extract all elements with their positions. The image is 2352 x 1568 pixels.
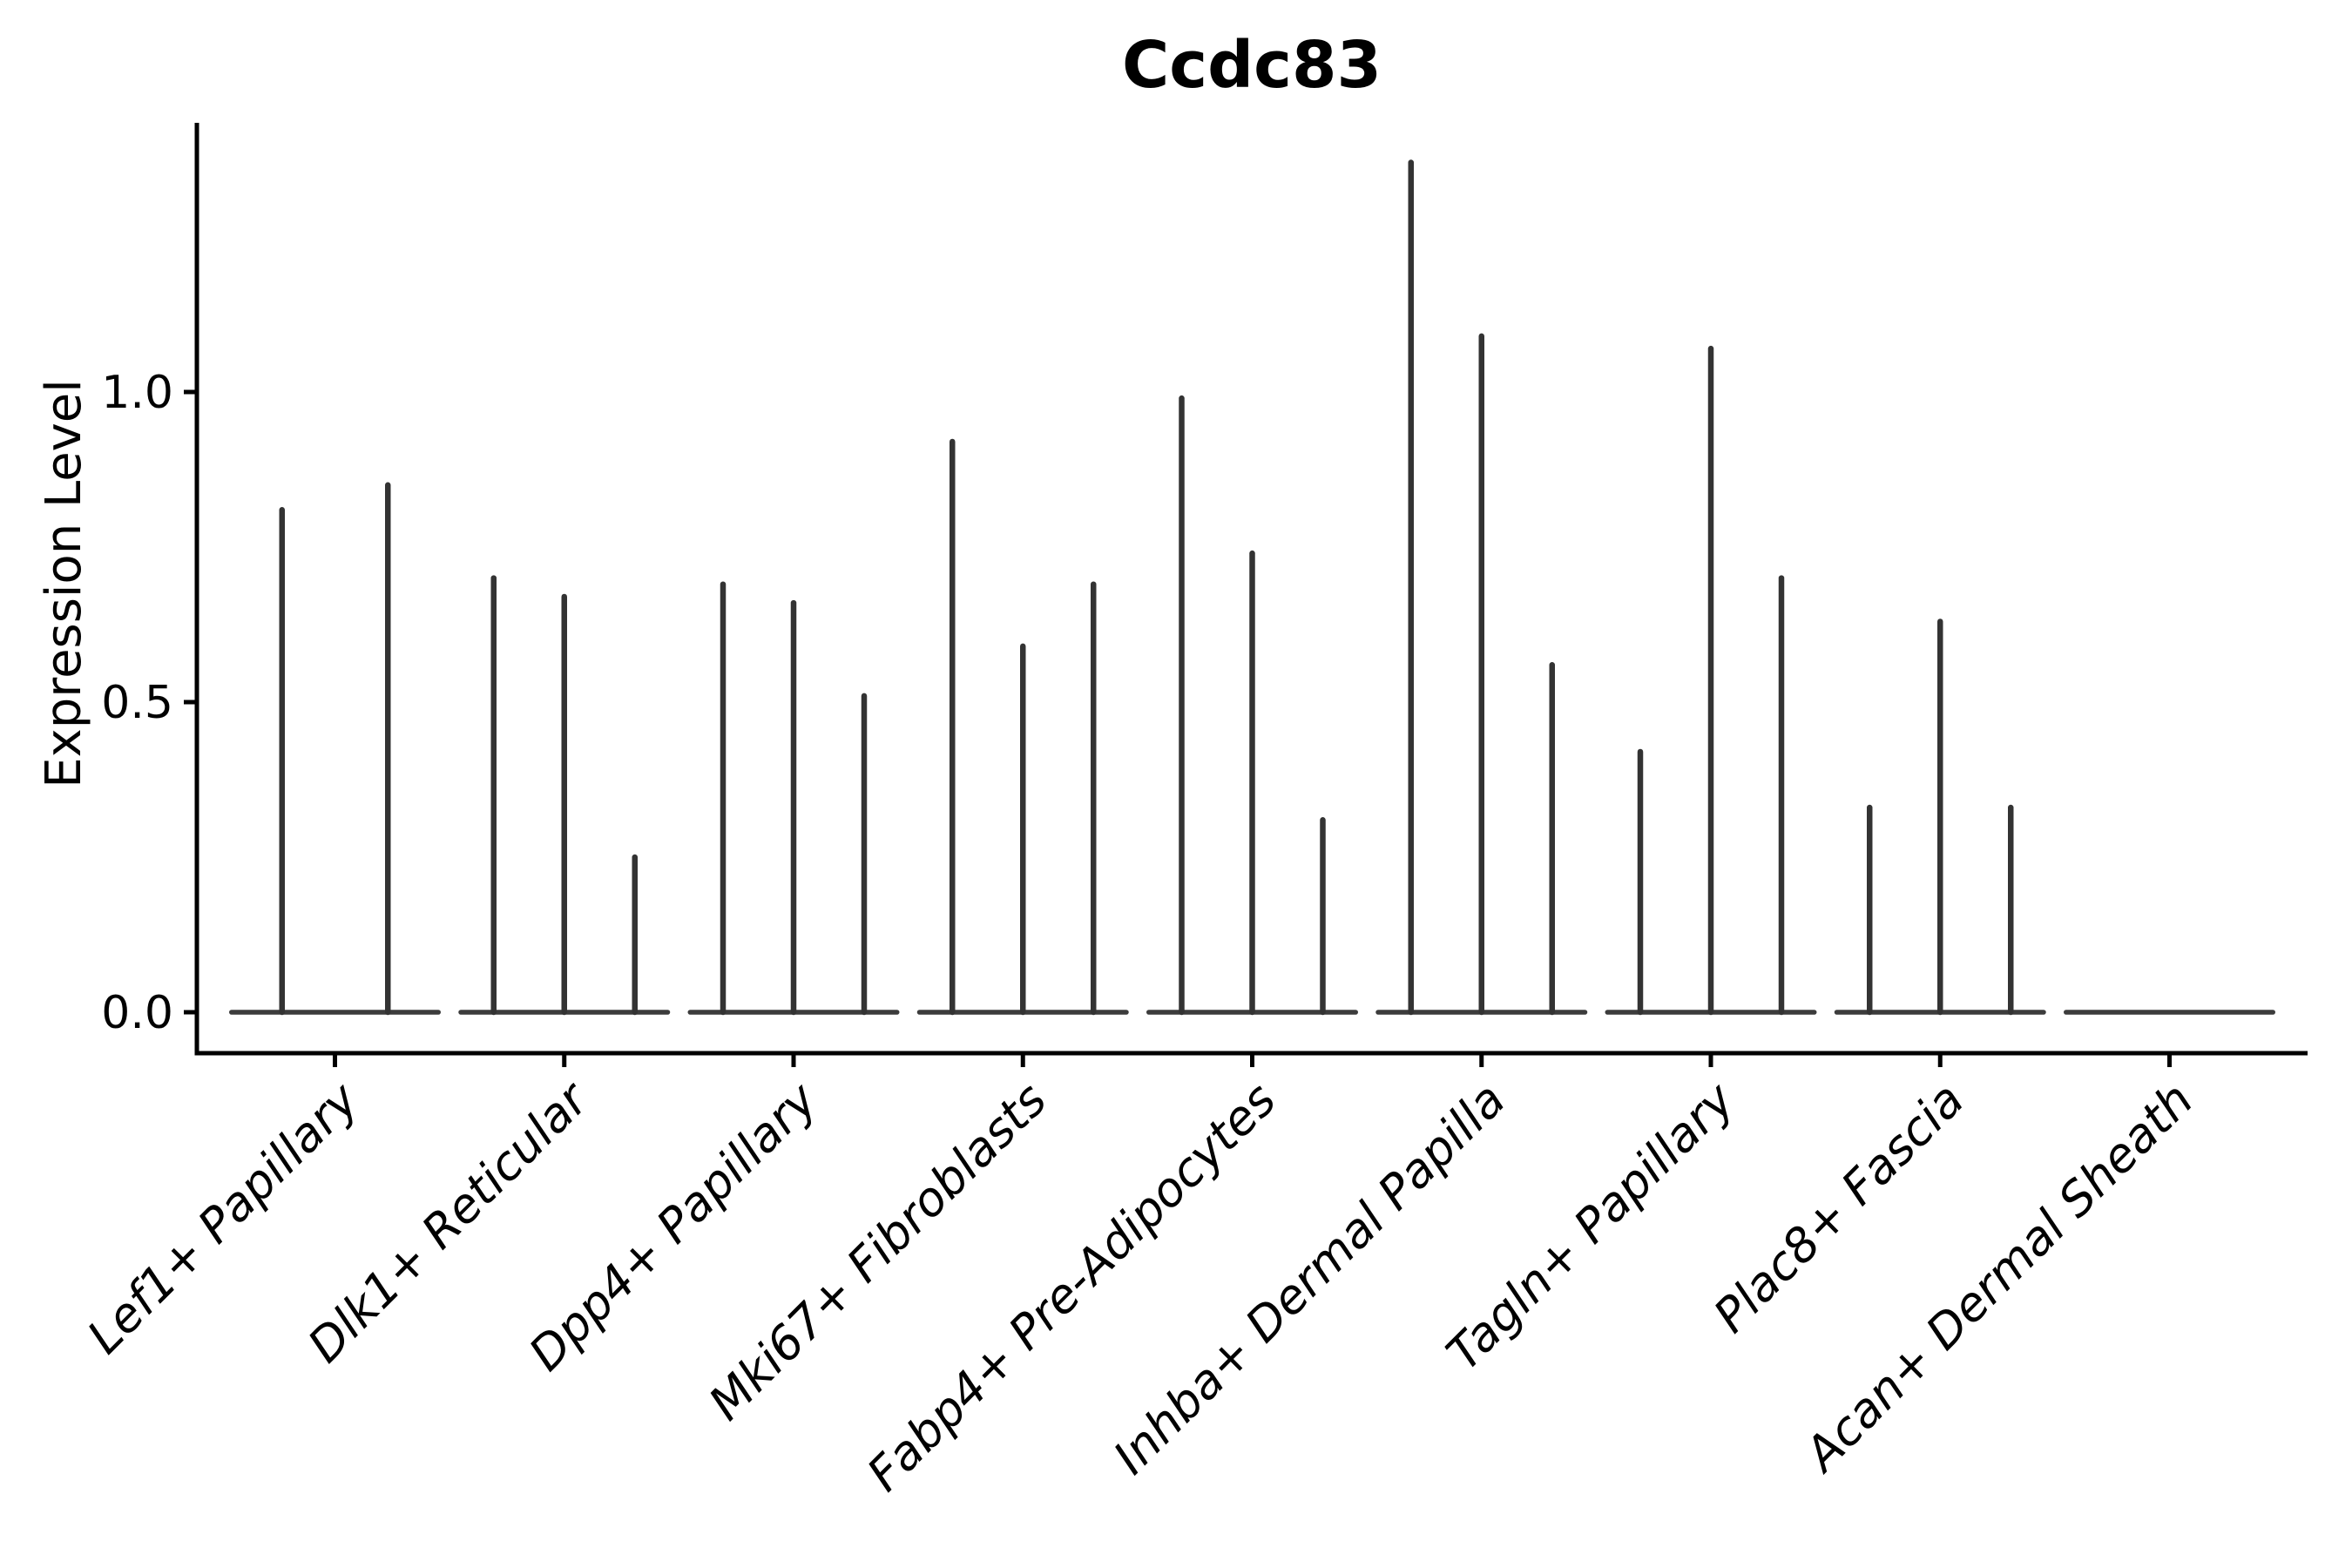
- y-tick-label: 0.5: [101, 677, 173, 729]
- violin-group: [1146, 395, 1358, 1016]
- violin-group: [1834, 618, 2046, 1016]
- y-tick-label: 1.0: [101, 367, 173, 419]
- x-tick-label: Acan+ Dermal Sheath: [1793, 1072, 2204, 1484]
- x-tick-label: Inhba+ Dermal Papilla: [1103, 1072, 1516, 1485]
- x-tick-label: Fabp4+ Pre-Adipocytes: [856, 1072, 1286, 1502]
- violin-group: [1375, 159, 1588, 1016]
- violin-baseline: [2064, 1010, 2275, 1015]
- chart-title: Ccdc83: [1122, 28, 1382, 103]
- violin-group: [1605, 345, 1817, 1016]
- y-axis-label: Expression Level: [36, 379, 92, 788]
- violin-group: [687, 581, 900, 1016]
- violin-group: [2064, 1010, 2275, 1015]
- violin-group: [916, 438, 1129, 1016]
- violin-group: [458, 575, 671, 1016]
- y-tick-label: 0.0: [101, 987, 173, 1039]
- violins-layer: [229, 159, 2275, 1016]
- violin-baseline: [229, 1010, 441, 1015]
- violin-group: [229, 482, 441, 1016]
